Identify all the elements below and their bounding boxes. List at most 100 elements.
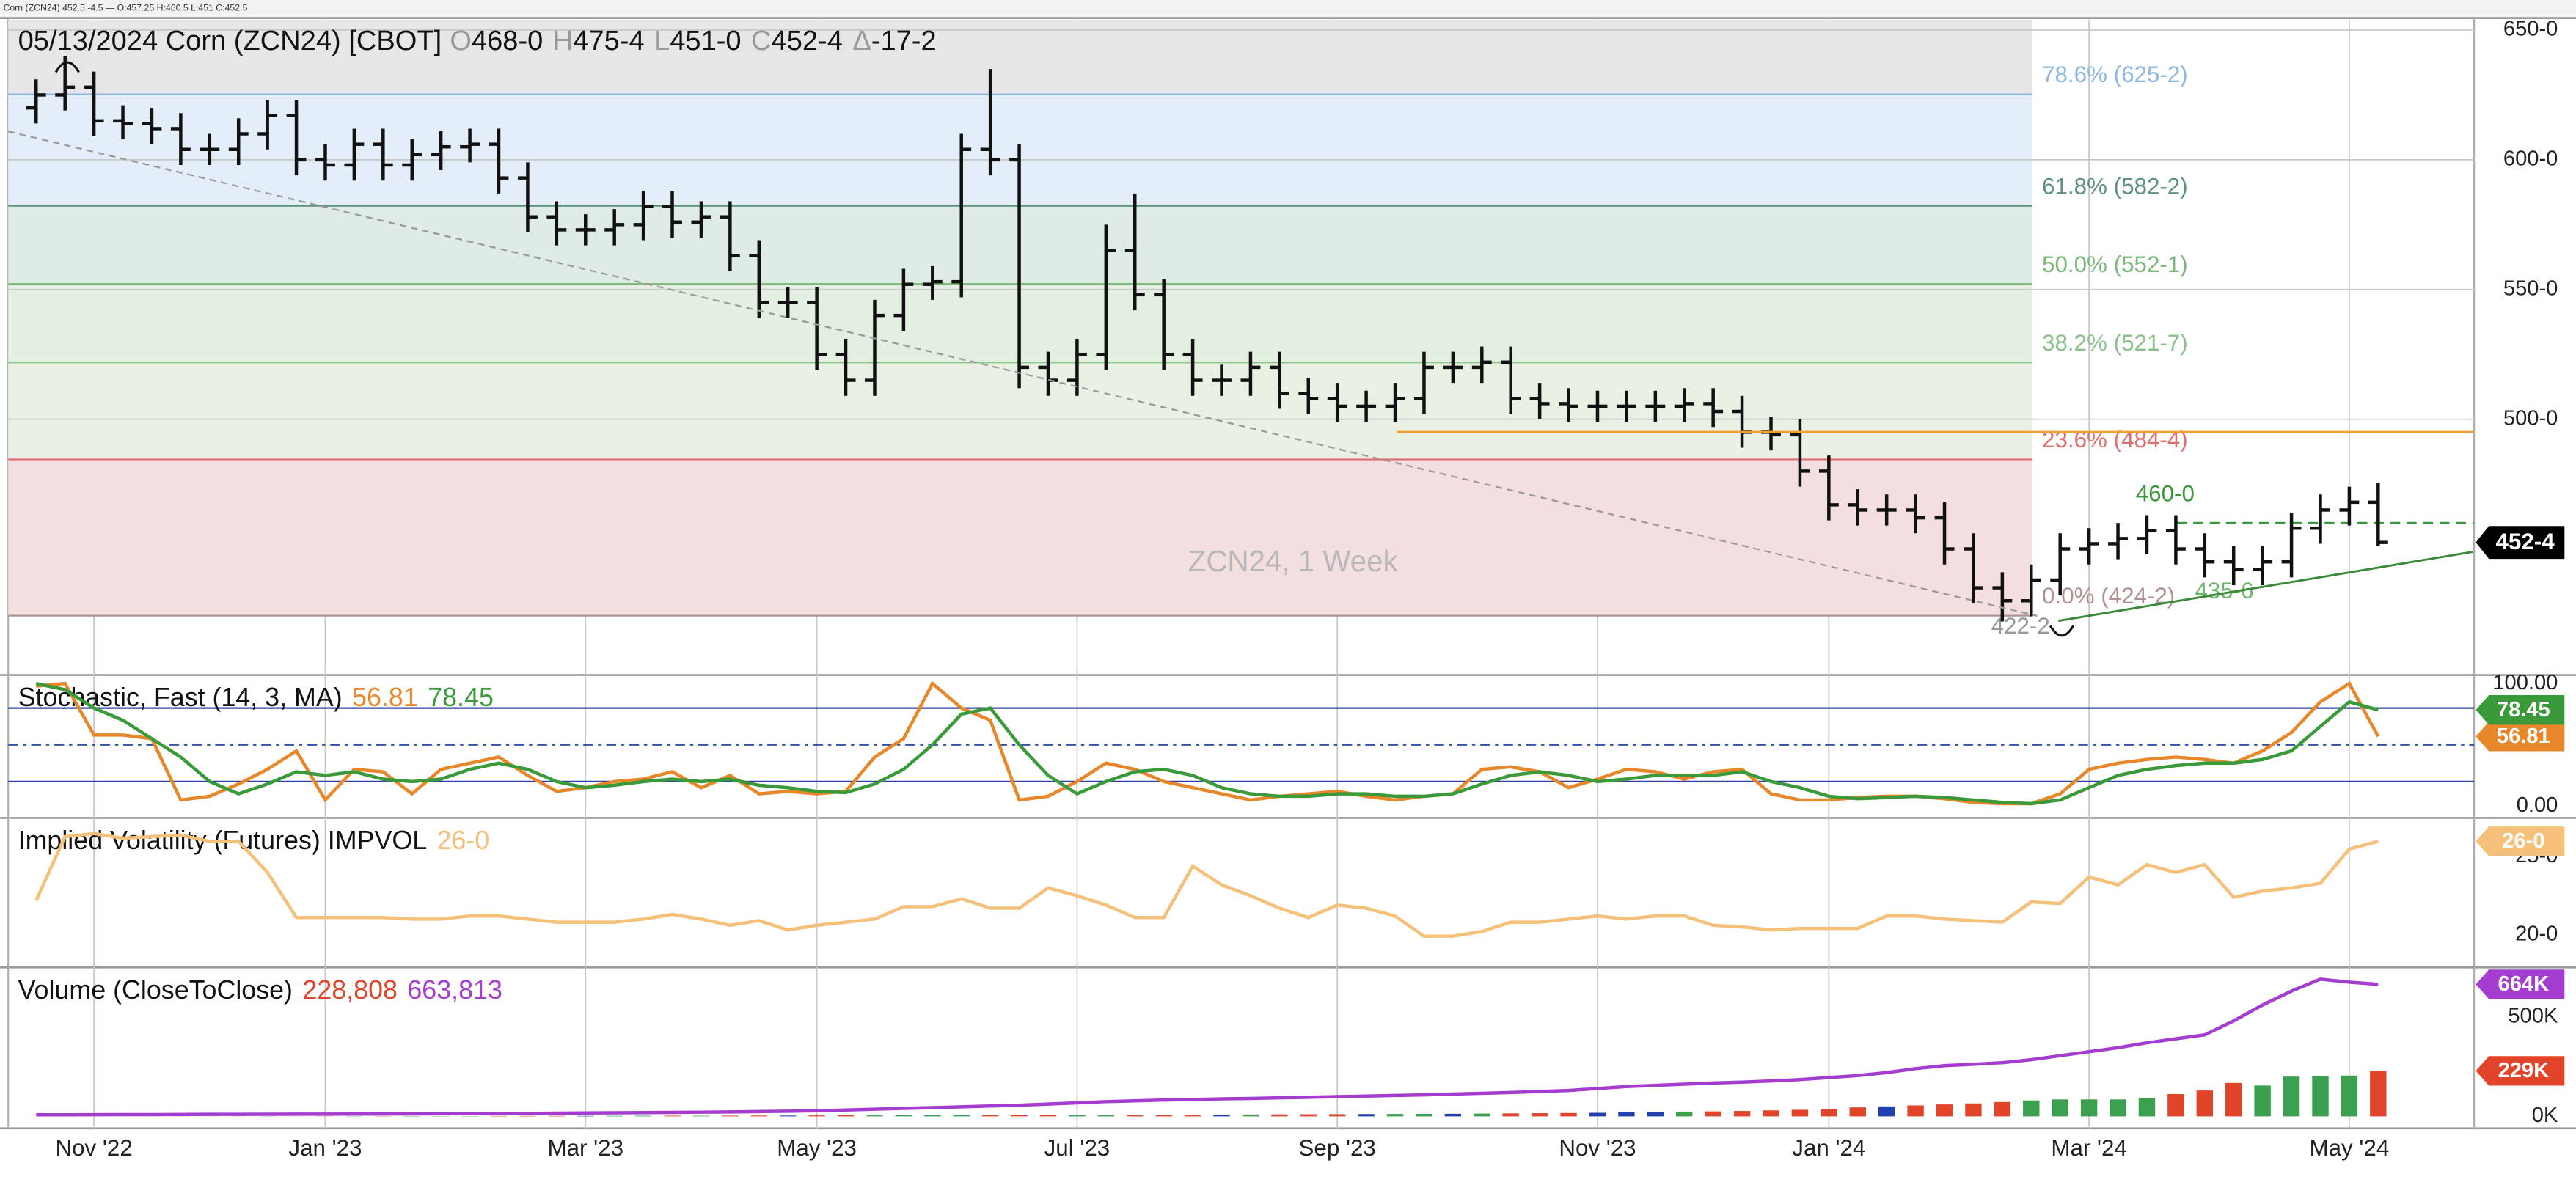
volume-bar [1589, 1112, 1606, 1117]
volume-bar [1184, 1115, 1201, 1117]
volume-bar [2196, 1090, 2214, 1117]
volume-bar [722, 1115, 739, 1117]
volume-bar [2138, 1098, 2156, 1117]
fib-label: 23.6% (484-4) [2042, 427, 2188, 452]
x-tick-label: Nov '23 [1559, 1135, 1636, 1161]
volume-bar [1821, 1109, 1837, 1117]
title-text: 05/13/2024 Corn (ZCN24) [CBOT] [18, 26, 442, 56]
volume-bar [634, 1115, 652, 1117]
volume-bar [1328, 1114, 1346, 1117]
volume-bar [2167, 1094, 2184, 1117]
quote-key: C [751, 26, 772, 56]
volume-bar [1011, 1115, 1028, 1117]
volume-bar [2110, 1099, 2126, 1117]
trend-line-down [7, 131, 2038, 617]
x-tick-label: May '23 [777, 1135, 857, 1161]
volume-bar [2370, 1071, 2387, 1117]
x-tick-label: Mar '24 [2051, 1135, 2127, 1161]
annotation: 422-2 [1991, 613, 2050, 639]
volume-bar [1733, 1111, 1751, 1117]
last-value-label-box [2476, 826, 2565, 856]
volume-bar [664, 1115, 681, 1117]
volume-bar [1242, 1114, 1259, 1117]
volume-bar [2341, 1075, 2358, 1117]
volume-bar [1300, 1114, 1317, 1117]
last-price-box [2476, 526, 2565, 560]
volume-bar [606, 1115, 623, 1117]
volume-bar [1531, 1113, 1548, 1117]
panel-title: Volume (CloseToClose) 228,808 663,813 [18, 975, 502, 1005]
panel-title: Implied Volatility (Futures) IMPVOL 26-0 [18, 826, 490, 855]
quote-key: H [553, 26, 574, 56]
y-tick-label: 0.00 [2517, 793, 2558, 817]
volume-bar [1965, 1103, 1982, 1117]
volume-bar [2312, 1076, 2329, 1117]
legend-value: 56.81 [352, 683, 418, 713]
fib-label: 50.0% (552-1) [2042, 252, 2188, 277]
y-tick-label: 650-0 [2503, 18, 2558, 41]
volume-bar [490, 1115, 508, 1117]
volume-bar [577, 1115, 594, 1117]
legend-value: 663,813 [407, 975, 502, 1005]
volume-bar [519, 1115, 536, 1117]
volume-bar [1502, 1113, 1519, 1117]
volume-bar [750, 1115, 767, 1117]
last-value-label-box [2476, 695, 2565, 725]
series-line [36, 977, 2379, 1117]
last-price-label: 452-4 [2495, 529, 2555, 554]
fib-label: 78.6% (625-2) [2042, 62, 2188, 87]
volume-bar [1791, 1109, 1809, 1117]
volume-bar [1127, 1115, 1144, 1117]
volume-bar [1358, 1114, 1375, 1117]
quote-key: L [654, 26, 670, 56]
volume-bar [2225, 1082, 2242, 1117]
volume-bar [1213, 1114, 1230, 1117]
volume-bar [808, 1115, 825, 1117]
last-value-label: 664K [2498, 972, 2550, 996]
fib-zone [8, 459, 2032, 616]
volume-bar [924, 1115, 941, 1117]
volume-bar [2283, 1076, 2300, 1117]
volume-bar [1763, 1110, 1779, 1117]
title-text: Volume (CloseToClose) [18, 975, 293, 1005]
fib-label: 38.2% (521-7) [2042, 330, 2188, 356]
legend-value: 78.45 [428, 683, 494, 713]
volume-bar [1416, 1113, 1432, 1117]
series-line [35, 681, 2379, 806]
series-line [34, 832, 2379, 938]
chart-title: 05/13/2024 Corn (ZCN24) [CBOT] O468-0 H475… [18, 26, 937, 56]
y-tick-label: 0K [2532, 1104, 2558, 1127]
volume-bar [1560, 1112, 1577, 1117]
quote-key: O [450, 26, 472, 56]
top-note: Corn (ZCN24) 452.5 -4.5 — O:457.25 H:460… [3, 2, 247, 12]
quote-value: -17-2 [871, 26, 937, 56]
volume-bar [780, 1115, 797, 1117]
x-tick-label: Nov '22 [55, 1135, 132, 1161]
fib-label: 61.8% (582-2) [2042, 173, 2188, 199]
volume-bar [1705, 1111, 1721, 1117]
volume-bar [1069, 1115, 1086, 1117]
volume-bar [1155, 1115, 1172, 1117]
volume-bar [548, 1115, 566, 1117]
volume-bar [1878, 1106, 1895, 1117]
annotation: 460-0 [2136, 480, 2195, 506]
quote-value: 475-4 [573, 26, 644, 56]
volume-bar [2254, 1085, 2271, 1117]
last-value-label: 26-0 [2502, 829, 2544, 853]
quote-value: 451-0 [670, 26, 741, 56]
volume-bar [1618, 1112, 1635, 1117]
volume-bar [1849, 1107, 1866, 1117]
legend-value: 26-0 [437, 826, 490, 855]
x-tick-label: Sep '23 [1299, 1135, 1376, 1161]
volume-bar [1097, 1115, 1115, 1117]
last-value-label: 78.45 [2497, 698, 2550, 722]
legend-value: 228,808 [302, 975, 398, 1005]
last-value-label: 229K [2498, 1059, 2550, 1082]
y-tick-label: 600-0 [2503, 147, 2558, 171]
fib-zone [8, 19, 2032, 95]
swing-high-marker [54, 61, 80, 73]
x-tick-label: Jan '23 [288, 1135, 362, 1161]
